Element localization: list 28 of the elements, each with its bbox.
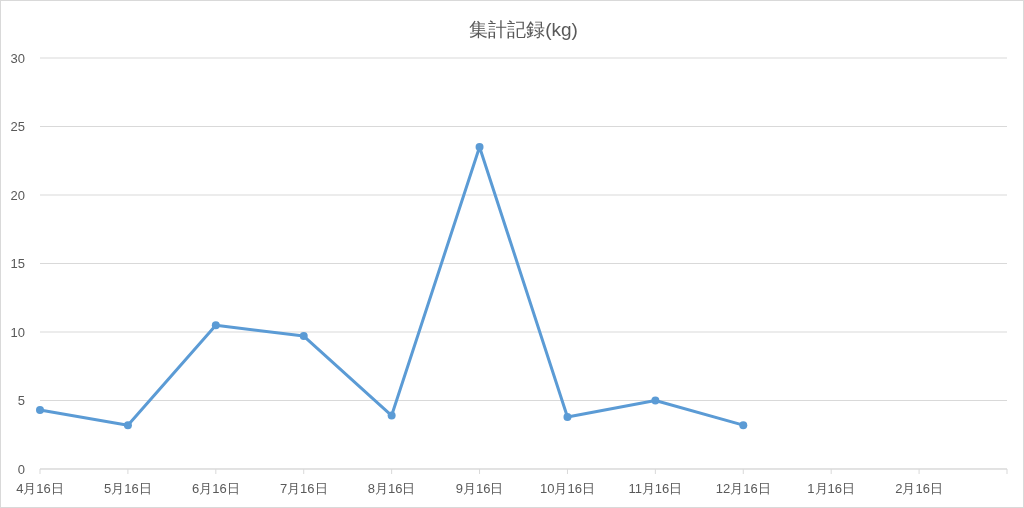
point xyxy=(475,143,484,152)
x-tick-label: 12月16日 xyxy=(715,481,771,496)
chart-title: 集計記録(kg) xyxy=(469,19,578,40)
point xyxy=(563,412,572,421)
y-tick-label: 15 xyxy=(10,256,25,271)
point xyxy=(739,421,748,430)
x-tick-label: 4月16日 xyxy=(16,481,64,496)
y-tick-label: 25 xyxy=(10,119,25,134)
y-tick-label: 10 xyxy=(10,324,25,340)
x-tick-label: 10月16日 xyxy=(539,481,595,496)
x-tick-label: 9月16日 xyxy=(455,481,504,496)
point xyxy=(36,406,44,415)
y-tick-label: 0 xyxy=(17,461,25,477)
point xyxy=(123,421,132,430)
y-tick-label: 5 xyxy=(17,393,25,408)
point xyxy=(211,321,220,330)
x-tick-label: 5月16日 xyxy=(104,481,152,496)
point xyxy=(387,411,396,420)
y-tick-label: 30 xyxy=(10,50,25,66)
point xyxy=(299,332,308,341)
x-tick-label: 6月16日 xyxy=(191,481,240,496)
point xyxy=(651,396,660,405)
x-tick-label: 1月16日 xyxy=(807,481,856,496)
x-tick-label: 2月16日 xyxy=(895,481,943,496)
y-tick-label: 20 xyxy=(10,187,25,203)
x-tick-label: 8月16日 xyxy=(367,481,416,496)
x-tick-label: 7月16日 xyxy=(279,481,328,496)
x-tick-label: 11月16日 xyxy=(628,481,683,496)
